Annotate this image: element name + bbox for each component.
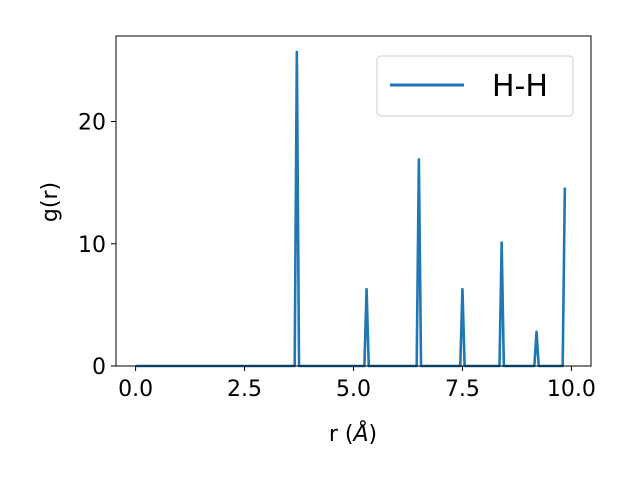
y-tick-label: 10 xyxy=(78,233,106,258)
x-tick-label: 5.0 xyxy=(336,377,371,402)
x-axis-label: r (Å) xyxy=(329,420,377,447)
legend-label-h-h: H-H xyxy=(492,69,548,104)
y-tick-label: 0 xyxy=(92,355,106,380)
y-axis-label: g(r) xyxy=(38,182,63,222)
x-tick-label: 7.5 xyxy=(445,377,480,402)
y-tick-label: 20 xyxy=(78,111,106,136)
legend-box xyxy=(376,55,574,117)
legend: H-H xyxy=(376,55,574,117)
y-axis: 0 10 20 xyxy=(78,111,116,380)
x-tick-label: 2.5 xyxy=(227,377,262,402)
x-tick-label: 0.0 xyxy=(118,377,153,402)
x-tick-label: 10.0 xyxy=(547,377,596,402)
x-axis: 0.0 2.5 5.0 7.5 10.0 xyxy=(118,366,596,402)
